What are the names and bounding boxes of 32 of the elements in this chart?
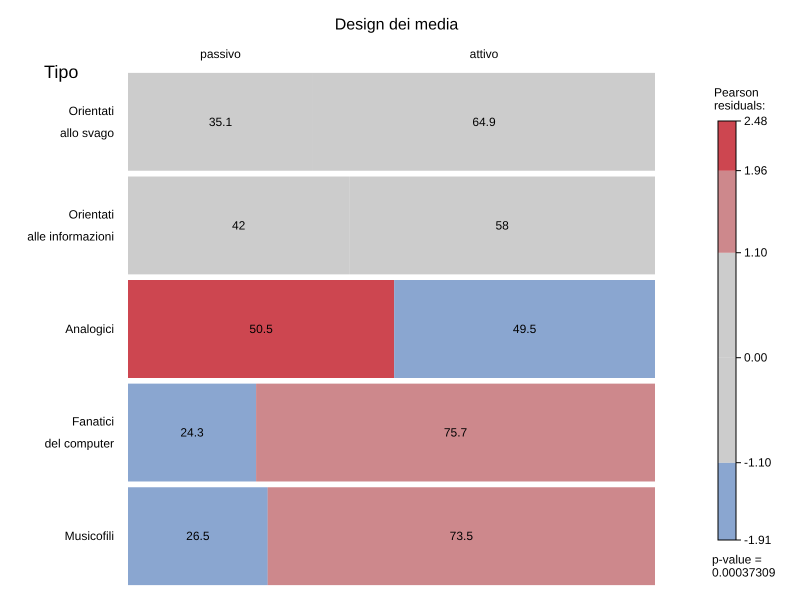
color-bar-label: -1.91 xyxy=(744,533,772,547)
y-tick-label: Orientati allo svago xyxy=(60,104,114,140)
data-label: 73.5 xyxy=(450,529,474,544)
y-axis-title: Tipo xyxy=(44,62,78,82)
color-bar-label: 0.00 xyxy=(744,350,768,365)
data-label: 75.7 xyxy=(444,426,468,440)
data-label: 50.5 xyxy=(249,322,274,336)
y-tick-label: Orientati alle informazioni xyxy=(27,207,114,244)
y-tick-label: Musicofili xyxy=(64,529,114,544)
bar xyxy=(128,384,256,482)
y-tick-label: Fanatici del computer xyxy=(44,414,114,451)
data-label: 49.5 xyxy=(512,322,537,336)
chart-title: Design dei media xyxy=(334,16,458,34)
data-label: 64.9 xyxy=(472,114,496,129)
data-label: 58 xyxy=(495,218,510,232)
data-label: 42 xyxy=(232,218,246,232)
color-bar-label: 1.10 xyxy=(744,246,768,260)
data-label: 26.5 xyxy=(186,529,210,544)
color-bar-title: Pearson residuals: xyxy=(714,86,766,112)
bar xyxy=(128,280,394,378)
y-tick-label: Analogici xyxy=(65,322,114,336)
color-bar-label: -1.10 xyxy=(744,456,772,470)
series-label: passivo xyxy=(200,47,242,61)
data-label: 35.1 xyxy=(208,114,232,129)
bar xyxy=(128,487,268,586)
series-label: attivo xyxy=(470,47,499,61)
bar xyxy=(256,384,655,482)
color-bar-label: 1.96 xyxy=(744,164,768,178)
data-label: 24.3 xyxy=(180,426,204,440)
text: p-value = 0.00037309 xyxy=(712,552,776,580)
bar xyxy=(268,487,655,586)
color-bar-label: 2.48 xyxy=(744,114,768,128)
